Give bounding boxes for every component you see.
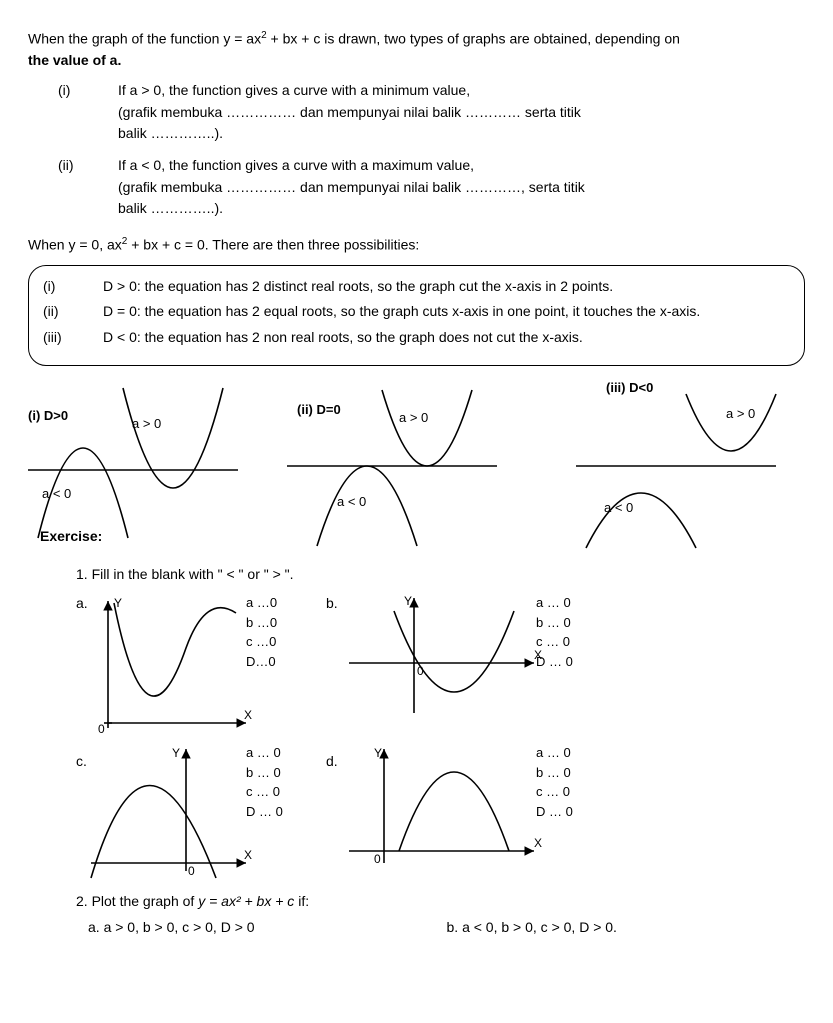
svg-text:X: X — [534, 836, 542, 850]
ex1-c-svg: Y X 0 — [86, 743, 256, 883]
box-ii: (ii) D = 0: the equation has 2 equal roo… — [43, 301, 790, 323]
ex1-b-lbl: b. — [326, 593, 338, 615]
poss-intro-b: + bx + c = 0. There are then three possi… — [127, 237, 419, 253]
ex2-title-eq: y = ax² + bx + c — [198, 893, 294, 909]
svg-text:0: 0 — [188, 864, 195, 878]
svg-text:X: X — [244, 708, 252, 722]
panel3-svg — [546, 378, 786, 548]
case-i-l1: If a > 0, the function gives a curve wit… — [118, 82, 470, 98]
ex1-a: a. a …0 b …0 c …0 D…0 Y X 0 — [76, 593, 326, 743]
intro-text: When the graph of the function y = ax2 +… — [28, 28, 805, 72]
ex1-row-ab: a. a …0 b …0 c …0 D…0 Y X 0 b. a … 0 b …… — [76, 593, 805, 743]
ex1-d: d. a … 0 b … 0 c … 0 D … 0 Y X 0 — [326, 743, 606, 883]
ex2-a: a. a > 0, b > 0, c > 0, D > 0 — [88, 917, 447, 939]
ex1-row-cd: c. a … 0 b … 0 c … 0 D … 0 Y X 0 d. a … … — [76, 743, 805, 883]
box-i: (i) D > 0: the equation has 2 distinct r… — [43, 276, 790, 298]
poss-intro-a: When y = 0, ax — [28, 237, 122, 253]
box-iii-num: (iii) — [43, 327, 103, 349]
panel2-svg — [287, 378, 507, 548]
case-i-l2: (grafik membuka …………… dan mempunyai nila… — [118, 104, 581, 120]
ex1-title: 1. Fill in the blank with " < " or " > "… — [76, 564, 805, 586]
panel-d-lt-0: (iii) D<0 a > 0 a < 0 — [546, 378, 805, 558]
ex1-b: b. a … 0 b … 0 c … 0 D … 0 Y X 0 — [326, 593, 606, 743]
svg-text:X: X — [534, 648, 542, 662]
ex2-b: b. a < 0, b > 0, c > 0, D > 0. — [447, 917, 806, 939]
ex2-title: 2. Plot the graph of y = ax² + bx + c if… — [76, 891, 805, 913]
box-iii: (iii) D < 0: the equation has 2 non real… — [43, 327, 790, 349]
discriminant-box: (i) D > 0: the equation has 2 distinct r… — [28, 265, 805, 366]
svg-text:0: 0 — [374, 852, 381, 866]
svg-text:Y: Y — [404, 594, 412, 608]
svg-text:0: 0 — [98, 722, 105, 736]
case-ii-num: (ii) — [58, 155, 118, 220]
panel1-svg — [28, 378, 248, 548]
ex1-c: c. a … 0 b … 0 c … 0 D … 0 Y X 0 — [76, 743, 326, 883]
case-i-num: (i) — [58, 80, 118, 145]
ex1-b-svg: Y X 0 — [344, 593, 554, 723]
exercise-label: Exercise: — [40, 526, 102, 548]
ex1-a-svg: Y X 0 — [86, 593, 256, 743]
ex2-title-a: 2. Plot the graph of — [76, 893, 198, 909]
ex2-title-b: if: — [294, 893, 309, 909]
svg-text:X: X — [244, 848, 252, 862]
case-ii-l3: balik …………..). — [118, 200, 223, 216]
case-i-l3: balik …………..). — [118, 125, 223, 141]
poss-intro: When y = 0, ax2 + bx + c = 0. There are … — [28, 234, 805, 256]
intro-line2: the value of a. — [28, 52, 121, 68]
ex1-d-svg: Y X 0 — [344, 743, 554, 883]
case-i: (i) If a > 0, the function gives a curve… — [58, 80, 805, 145]
intro-line1a: When the graph of the function y = ax — [28, 31, 261, 47]
case-ii-body: If a < 0, the function gives a curve wit… — [118, 155, 805, 220]
box-iii-txt: D < 0: the equation has 2 non real roots… — [103, 327, 790, 349]
svg-text:Y: Y — [374, 746, 382, 760]
case-ii-l2: (grafik membuka …………… dan mempunyai nila… — [118, 179, 585, 195]
case-ii-l1: If a < 0, the function gives a curve wit… — [118, 157, 474, 173]
case-ii: (ii) If a < 0, the function gives a curv… — [58, 155, 805, 220]
panel-d-eq-0: (ii) D=0 a > 0 a < 0 — [287, 378, 546, 558]
box-ii-num: (ii) — [43, 301, 103, 323]
ex1-d-lbl: d. — [326, 751, 338, 773]
case-list: (i) If a > 0, the function gives a curve… — [58, 80, 805, 220]
box-i-txt: D > 0: the equation has 2 distinct real … — [103, 276, 790, 298]
parabola-trio: (i) D>0 a > 0 a < 0 (ii) D=0 a > 0 a < 0… — [28, 378, 805, 558]
box-ii-txt: D = 0: the equation has 2 equal roots, s… — [103, 301, 790, 323]
intro-line1b: + bx + c is drawn, two types of graphs a… — [267, 31, 680, 47]
ex2-sub: a. a > 0, b > 0, c > 0, D > 0 b. a < 0, … — [88, 917, 805, 939]
case-i-body: If a > 0, the function gives a curve wit… — [118, 80, 805, 145]
box-i-num: (i) — [43, 276, 103, 298]
svg-text:Y: Y — [172, 746, 180, 760]
